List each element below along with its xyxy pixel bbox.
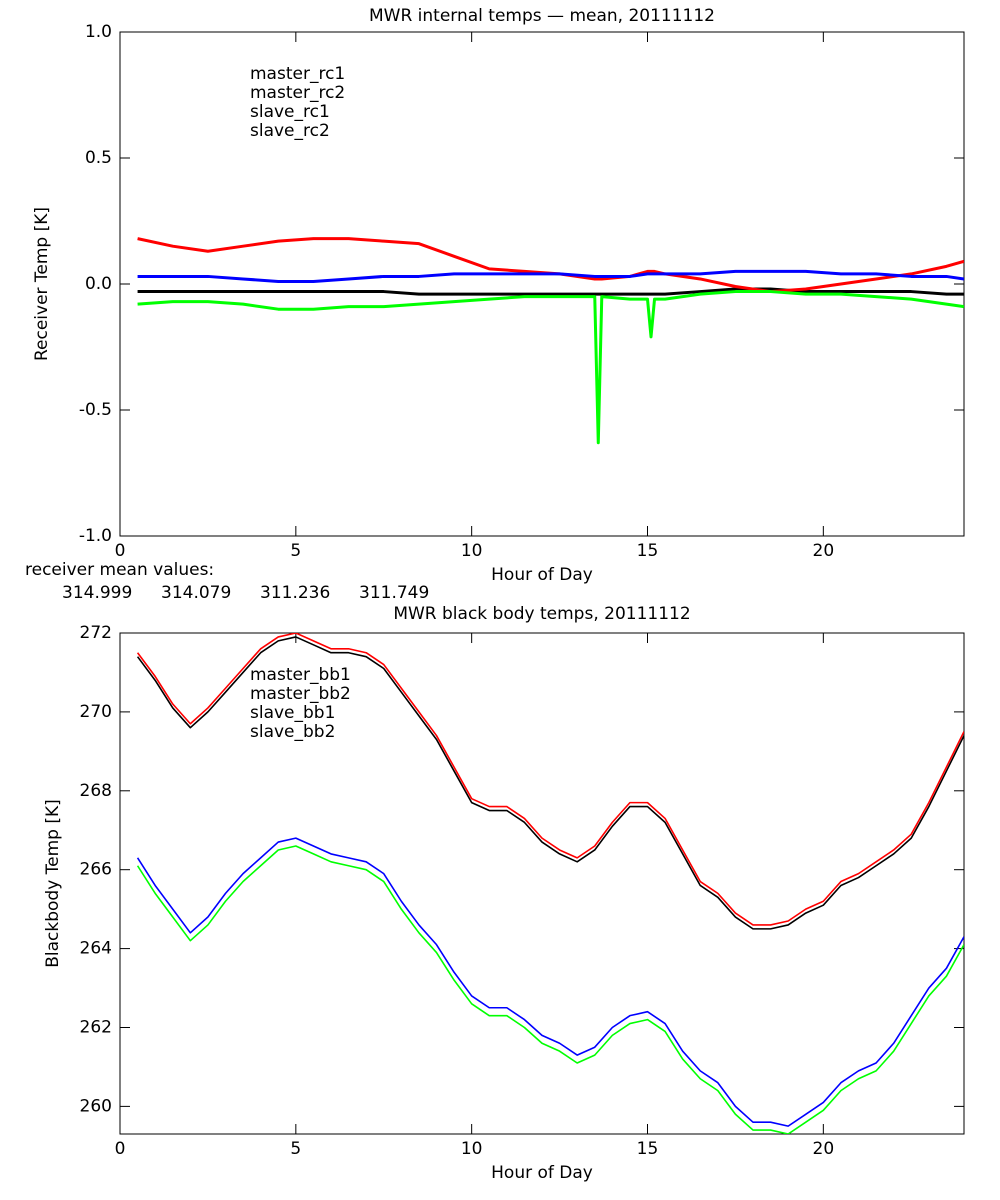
series-line [136, 845, 964, 1134]
x-tick-label: 5 [290, 541, 301, 561]
annotation: receiver mean values: [25, 560, 214, 580]
legend-entry: master_bb2 [250, 684, 351, 704]
plot-area [136, 633, 964, 1134]
x-tick-label: 5 [290, 1139, 301, 1159]
chart-title: MWR internal temps — mean, 20111112 [369, 6, 715, 26]
y-axis-label: Blackbody Temp [K] [43, 799, 63, 968]
legend-entry: slave_bb2 [250, 722, 335, 742]
x-tick-label: 10 [461, 1139, 483, 1159]
y-tick-label: 260 [80, 1096, 112, 1116]
y-tick-label: 0.5 [85, 148, 112, 168]
y-tick-label: 262 [80, 1017, 112, 1037]
plot-frame [119, 31, 965, 537]
y-axis-label: Receiver Temp [K] [32, 207, 52, 361]
x-tick-label: 20 [813, 1139, 835, 1159]
mean-value: 314.999 [62, 583, 132, 603]
mean-value: 311.749 [359, 583, 429, 603]
x-tick-label: 10 [461, 541, 483, 561]
y-tick-label: 266 [80, 860, 112, 880]
series-line [136, 636, 964, 930]
y-tick-label: 268 [80, 781, 112, 801]
y-tick-label: 270 [80, 702, 112, 722]
legend-entry: master_rc2 [250, 83, 345, 103]
y-tick-label: 0.0 [85, 274, 112, 294]
x-tick-label: 20 [813, 541, 835, 561]
y-tick-label: 1.0 [85, 22, 112, 42]
plot-frame [119, 632, 965, 1135]
x-tick-label: 15 [637, 541, 659, 561]
legend-entry: slave_bb1 [250, 703, 335, 723]
x-tick-label: 15 [637, 1139, 659, 1159]
legend-entry: slave_rc2 [250, 121, 330, 141]
series-line [137, 287, 964, 296]
series-line [137, 290, 964, 445]
y-tick-label: 272 [80, 623, 112, 643]
mean-value: 314.079 [161, 583, 231, 603]
x-axis-label: Hour of Day [491, 1163, 593, 1183]
y-tick-label: -0.5 [79, 400, 112, 420]
x-tick-label: 0 [115, 541, 126, 561]
series-line [136, 837, 964, 1127]
series-line [136, 633, 964, 926]
y-tick-label: 264 [80, 939, 112, 959]
x-axis-label: Hour of Day [491, 565, 593, 585]
chart-title: MWR black body temps, 20111112 [393, 604, 690, 624]
legend-entry: master_rc1 [250, 64, 345, 84]
mean-value: 311.236 [260, 583, 330, 603]
y-tick-label: -1.0 [79, 526, 112, 546]
plot-area [137, 237, 964, 445]
series-line [137, 237, 964, 294]
legend-entry: slave_rc1 [250, 102, 330, 122]
legend-entry: master_bb1 [250, 665, 351, 685]
series-line [137, 269, 964, 283]
x-tick-label: 0 [115, 1139, 126, 1159]
